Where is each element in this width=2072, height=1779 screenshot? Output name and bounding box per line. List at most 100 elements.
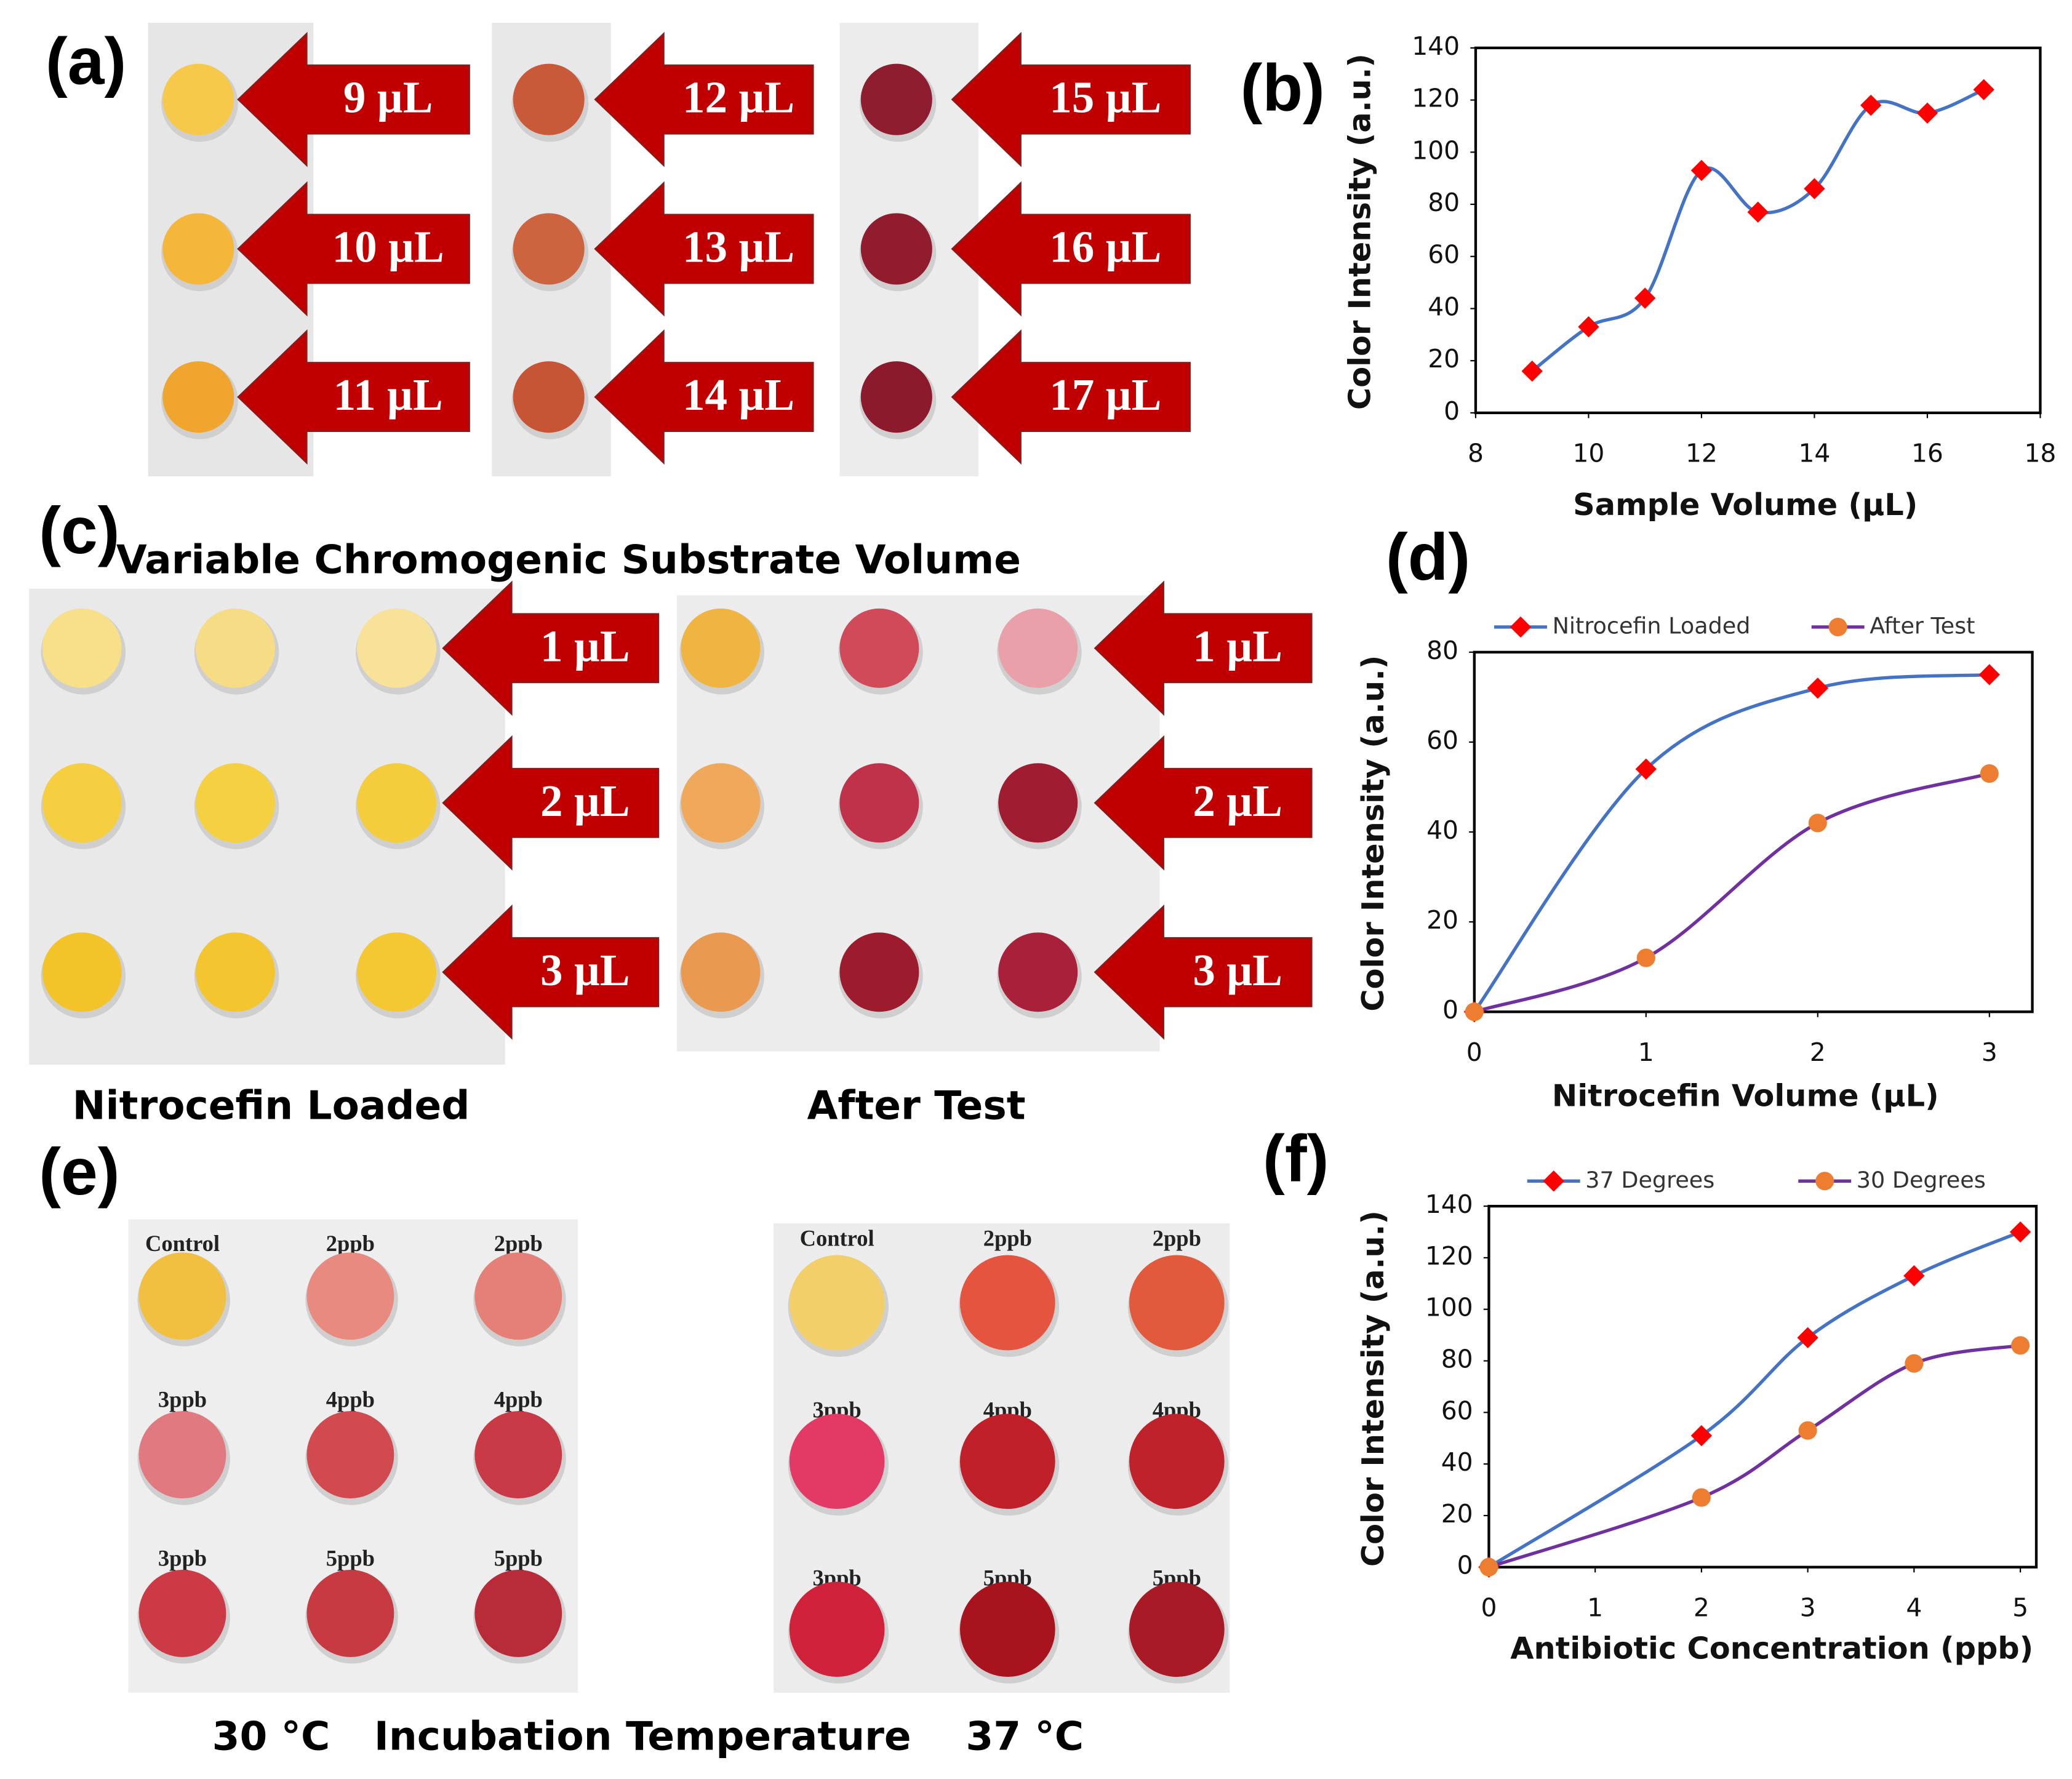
- panel-label: (a): [46, 24, 126, 98]
- test-spot: [306, 1252, 394, 1340]
- y-tick-label: 40: [1428, 292, 1460, 321]
- spot-label: 2ppb: [326, 1231, 375, 1256]
- spot-label: 4ppb: [326, 1386, 375, 1412]
- y-tick-label: 0: [1457, 1551, 1473, 1580]
- panel-label: (d): [1386, 520, 1470, 594]
- arrow-label: 17 µL: [1049, 370, 1161, 420]
- arrow-label: 12 µL: [682, 73, 794, 122]
- test-spot: [1129, 1413, 1225, 1509]
- arrow: [237, 31, 470, 167]
- x-tick-label: 1: [1587, 1593, 1603, 1622]
- legend-label: Nitrocefin Loaded: [1553, 612, 1751, 639]
- marker: [1636, 948, 1655, 967]
- spot-label: 2ppb: [1153, 1225, 1201, 1250]
- arrow: [237, 181, 470, 317]
- arrow-label: 14 µL: [682, 370, 794, 420]
- spot-label: Control: [145, 1231, 220, 1256]
- y-tick-label: 20: [1441, 1499, 1473, 1529]
- marker: [1578, 316, 1599, 338]
- test-spot: [839, 932, 919, 1012]
- test-spot: [196, 932, 275, 1012]
- arrow-label: 15 µL: [1049, 73, 1161, 122]
- marker: [1635, 758, 1657, 780]
- y-tick-label: 40: [1441, 1447, 1473, 1477]
- test-spot: [681, 932, 761, 1012]
- series-line: [1488, 1230, 2022, 1569]
- x-axis-title: Sample Volume (µL): [1573, 487, 1918, 522]
- marker: [1479, 1557, 1498, 1577]
- y-tick-label: 60: [1428, 240, 1460, 270]
- caption: 30 °C: [212, 1714, 330, 1760]
- test-spot: [839, 763, 919, 843]
- test-spot: [959, 1581, 1055, 1677]
- y-tick-label: 80: [1428, 188, 1460, 217]
- test-spot: [998, 763, 1078, 843]
- arrow-label: 9 µL: [343, 73, 433, 122]
- test-spot: [196, 763, 275, 843]
- test-spot: [162, 213, 234, 285]
- x-axis-title: Antibiotic Concentration (ppb): [1510, 1631, 2033, 1666]
- panel-label: (e): [39, 1135, 119, 1209]
- marker: [1828, 617, 1847, 637]
- x-tick-label: 8: [1468, 439, 1484, 468]
- test-spot: [357, 932, 437, 1012]
- y-tick-label: 100: [1425, 1293, 1473, 1322]
- plot-area: [1474, 46, 2042, 415]
- test-spot: [998, 608, 1078, 688]
- x-tick-label: 2: [1694, 1593, 1710, 1622]
- test-spot: [474, 1570, 562, 1657]
- marker: [1798, 1421, 1817, 1440]
- arrow: [951, 181, 1191, 317]
- y-tick-label: 80: [1426, 636, 1458, 665]
- x-tick-label: 5: [2012, 1593, 2028, 1622]
- arrow: [951, 31, 1191, 167]
- test-spot: [42, 608, 122, 688]
- spot-label: 3ppb: [158, 1545, 207, 1570]
- marker: [1980, 764, 1999, 783]
- series-line: [1473, 772, 1990, 1013]
- y-tick-label: 140: [1412, 31, 1460, 61]
- arrow: [594, 181, 814, 317]
- arrow-label: 3 µL: [1193, 945, 1282, 995]
- panel-label: (c): [39, 494, 119, 567]
- arrow-label: 1 µL: [540, 621, 630, 671]
- marker: [1690, 1425, 1713, 1447]
- test-spot: [42, 932, 122, 1012]
- spot-label: 2ppb: [494, 1231, 543, 1256]
- y-tick-label: 20: [1426, 905, 1458, 935]
- y-tick-label: 0: [1444, 396, 1460, 426]
- arrow: [442, 904, 660, 1040]
- test-spot: [162, 63, 234, 135]
- marker: [1634, 287, 1656, 309]
- panel-label: (b): [1241, 50, 1325, 124]
- test-spot: [789, 1581, 885, 1677]
- y-tick-label: 40: [1426, 815, 1458, 845]
- arrow: [237, 329, 470, 465]
- test-spot: [959, 1255, 1055, 1351]
- spot-label: 3ppb: [158, 1386, 207, 1412]
- x-tick-label: 16: [1911, 439, 1943, 468]
- test-spot: [681, 608, 761, 688]
- legend-label: After Test: [1870, 612, 1975, 639]
- test-spot: [860, 63, 932, 135]
- plot-area: [1487, 1204, 2038, 1569]
- test-spot: [998, 932, 1078, 1012]
- arrow: [594, 329, 814, 465]
- test-spot: [1129, 1581, 1225, 1677]
- spot-label: 5ppb: [326, 1545, 375, 1570]
- x-tick-label: 14: [1798, 439, 1830, 468]
- x-tick-label: 2: [1810, 1037, 1826, 1067]
- test-spot: [860, 213, 932, 285]
- test-spot: [357, 763, 437, 843]
- marker: [1916, 102, 1938, 124]
- x-tick-label: 4: [1906, 1593, 1922, 1622]
- arrow: [1094, 735, 1313, 871]
- legend-label: 30 Degrees: [1857, 1167, 1986, 1193]
- x-tick-label: 3: [1800, 1593, 1816, 1622]
- y-axis-title: Color Intensity (a.u.): [1355, 655, 1391, 1012]
- caption: After Test: [807, 1083, 1026, 1129]
- test-spot: [513, 63, 585, 135]
- arrow-label: 16 µL: [1049, 222, 1161, 272]
- y-tick-label: 120: [1412, 84, 1460, 113]
- test-spot: [474, 1411, 562, 1498]
